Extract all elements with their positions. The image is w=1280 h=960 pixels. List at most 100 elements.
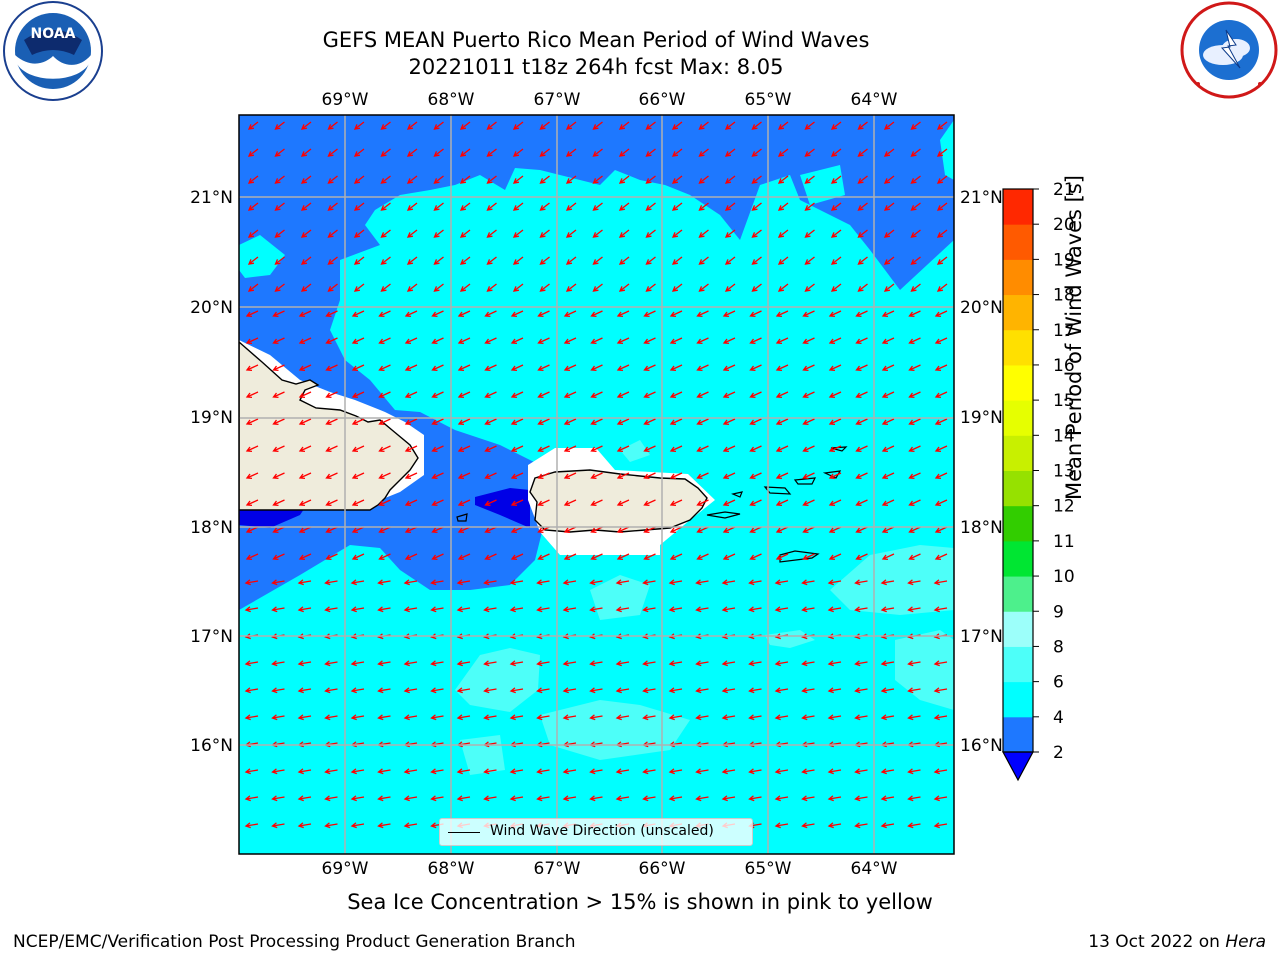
wind-arrow bbox=[618, 202, 630, 211]
wind-arrow bbox=[855, 526, 868, 534]
wind-arrow bbox=[645, 202, 656, 211]
wind-arrow bbox=[459, 202, 471, 211]
wind-arrow bbox=[483, 795, 497, 802]
wind-arrow bbox=[751, 256, 762, 265]
wind-arrow bbox=[642, 687, 656, 694]
wind-arrow bbox=[724, 202, 736, 211]
wind-arrow bbox=[484, 472, 497, 480]
wind-arrow bbox=[618, 148, 630, 157]
wind-arrow bbox=[908, 526, 921, 534]
wind-arrow bbox=[484, 337, 497, 345]
wind-arrow bbox=[244, 714, 259, 721]
wind-arrow bbox=[589, 687, 603, 694]
wind-arrow bbox=[828, 445, 842, 453]
wind-arrow bbox=[592, 229, 603, 238]
wind-arrow bbox=[934, 445, 948, 453]
wind-arrow bbox=[509, 768, 524, 775]
wind-arrow bbox=[512, 148, 524, 157]
wind-arrow bbox=[933, 579, 948, 586]
wind-arrow bbox=[377, 768, 391, 775]
wind-arrow bbox=[671, 148, 683, 157]
wind-arrow bbox=[749, 337, 762, 345]
wind-arrow bbox=[722, 553, 736, 561]
wind-arrow bbox=[830, 283, 842, 292]
wind-arrow bbox=[698, 148, 709, 157]
wind-arrow bbox=[883, 202, 895, 211]
lat-label-left-4: 17°N bbox=[190, 627, 233, 647]
lon-label-bottom-4: 65°W bbox=[745, 859, 792, 879]
wind-arrow bbox=[378, 364, 391, 372]
wind-arrow bbox=[854, 795, 868, 802]
wind-arrow bbox=[486, 121, 497, 130]
wind-arrow bbox=[855, 499, 868, 507]
wind-arrow bbox=[857, 202, 868, 211]
wind-arrow bbox=[272, 310, 285, 318]
wind-arrow bbox=[274, 256, 285, 265]
wind-arrow bbox=[380, 148, 391, 157]
wind-arrow bbox=[353, 121, 365, 130]
wind-arrow bbox=[510, 445, 524, 453]
wind-arrow bbox=[775, 445, 789, 453]
wind-arrow bbox=[406, 202, 418, 211]
wind-arrow bbox=[403, 606, 418, 613]
wind-arrow bbox=[245, 310, 259, 318]
wind-arrow bbox=[830, 202, 842, 211]
colorbar-segment-18-19 bbox=[1003, 259, 1033, 296]
wind-arrow bbox=[908, 499, 921, 507]
wind-arrow bbox=[298, 553, 312, 561]
wind-arrow bbox=[696, 391, 709, 399]
wind-arrow bbox=[802, 499, 815, 507]
wind-arrow bbox=[880, 687, 895, 694]
colorbar-tick-label-16: 16 bbox=[1053, 356, 1075, 376]
wind-arrow bbox=[563, 391, 577, 399]
colorbar-tick-label-15: 15 bbox=[1053, 391, 1075, 411]
wind-arrow bbox=[827, 714, 842, 721]
wind-arrow bbox=[430, 579, 444, 586]
colorbar-segment-15-16 bbox=[1003, 364, 1033, 401]
wind-arrow bbox=[642, 795, 656, 802]
wind-arrow bbox=[457, 391, 471, 399]
wind-arrow bbox=[696, 526, 709, 534]
wind-arrow bbox=[457, 364, 471, 372]
wind-arrow bbox=[483, 660, 497, 667]
wind-arrow bbox=[378, 391, 391, 399]
wind-arrow bbox=[615, 795, 630, 802]
wind-arrow bbox=[933, 795, 948, 802]
colorbar-segment-20-21 bbox=[1003, 189, 1033, 225]
wind-arrow bbox=[643, 445, 656, 453]
wind-arrow bbox=[642, 606, 656, 613]
wind-arrow bbox=[300, 229, 312, 238]
wind-arrow bbox=[908, 418, 921, 426]
wind-arrow bbox=[430, 660, 444, 667]
wind-arrow bbox=[801, 687, 815, 694]
wind-arrow bbox=[297, 660, 312, 667]
wind-arrow bbox=[536, 768, 550, 775]
wind-arrow bbox=[537, 553, 550, 561]
wind-arrow bbox=[933, 714, 948, 721]
wind-arrow bbox=[324, 687, 338, 694]
wind-arrow bbox=[671, 121, 683, 130]
wind-arrow bbox=[910, 283, 921, 292]
wind-arrow bbox=[536, 714, 550, 721]
wind-arrow bbox=[562, 687, 577, 694]
wind-arrow bbox=[615, 606, 630, 613]
wind-arrow bbox=[751, 148, 762, 157]
wind-arrow bbox=[565, 256, 577, 265]
wind-arrow bbox=[537, 391, 550, 399]
wind-arrow bbox=[459, 256, 471, 265]
wind-arrow bbox=[828, 391, 842, 399]
wind-arrow bbox=[934, 499, 948, 507]
wind-arrow bbox=[247, 121, 259, 130]
wind-arrow bbox=[883, 283, 895, 292]
wind-arrow bbox=[244, 579, 259, 586]
wind-arrow bbox=[934, 310, 948, 318]
wind-arrow bbox=[698, 283, 709, 292]
lat-label-right-4: 17°N bbox=[960, 627, 1003, 647]
wind-arrow bbox=[722, 445, 736, 453]
wind-arrow bbox=[592, 121, 603, 130]
wind-arrow bbox=[244, 660, 259, 667]
wind-arrow bbox=[696, 337, 709, 345]
graticule bbox=[239, 115, 954, 854]
wind-arrow bbox=[245, 472, 259, 480]
wind-arrow bbox=[592, 202, 603, 211]
